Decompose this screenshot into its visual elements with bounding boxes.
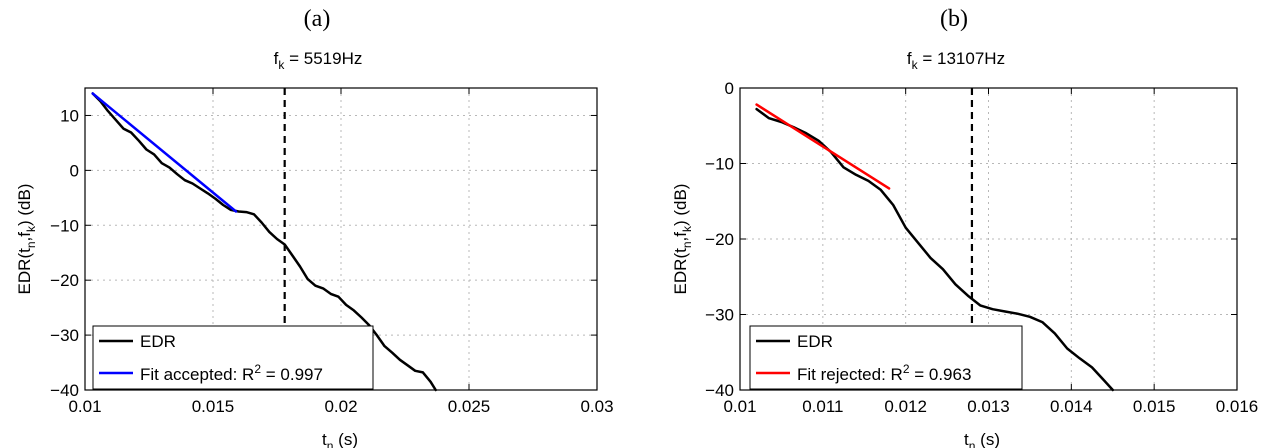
chart-title-b: fk = 13107Hz [907, 49, 1005, 72]
series-line-edr [755, 107, 1115, 392]
x-axis-label-a: tn (s) [322, 430, 358, 448]
y-tick-label: −10 [705, 155, 734, 174]
legend-label-edr-a: EDR [140, 332, 176, 351]
series-line-fit [91, 92, 238, 213]
x-tick-label: 0.015 [1133, 397, 1176, 416]
legend-label-edr-b: EDR [797, 332, 833, 351]
grid-b [740, 88, 1237, 390]
y-axis-label-a: EDR(tn,fk) (dB) [15, 184, 38, 295]
y-tick-label: −20 [705, 230, 734, 249]
legend-label-fit-b: Fit rejected: R2 = 0.963 [797, 362, 971, 384]
chart-title-a: fk = 5519Hz [274, 49, 363, 72]
series-group-a [91, 92, 437, 392]
y-tick-label: −30 [705, 306, 734, 325]
legend-a: EDR Fit accepted: R2 = 0.997 [92, 325, 374, 390]
series-line-fit [755, 103, 891, 190]
x-tick-label: 0.012 [884, 397, 927, 416]
series-group-b [755, 103, 1115, 392]
x-tick-label: 0.01 [68, 397, 101, 416]
y-tick-label: −10 [50, 216, 79, 235]
legend-box-b [749, 325, 1023, 390]
legend-b: EDR Fit rejected: R2 = 0.963 [749, 325, 1023, 390]
ticks-b: 0.01 0.011 0.012 0.013 0.014 0.015 0.016 −40 −30… [705, 79, 1258, 416]
y-axis-label-b: EDR(tn,fk) (dB) [671, 184, 694, 295]
x-tick-label: 0.015 [192, 397, 235, 416]
x-tick-label: 0.03 [580, 397, 613, 416]
x-axis-label-b: tn (s) [964, 430, 1000, 448]
panel-label-b: (b) [940, 6, 968, 32]
y-tick-label: −30 [50, 326, 79, 345]
y-tick-label: −40 [705, 381, 734, 400]
legend-label-fit-a: Fit accepted: R2 = 0.997 [140, 362, 323, 384]
series-line-edr [91, 92, 437, 392]
ticks-a: 0.01 0.015 0.02 0.025 0.03 −40 −30 −20 −10 0 10 [50, 88, 614, 416]
panel-label-a: (a) [304, 6, 331, 32]
x-tick-label: 0.013 [967, 397, 1010, 416]
x-tick-label: 0.016 [1216, 397, 1259, 416]
x-tick-label: 0.01 [723, 397, 756, 416]
x-tick-label: 0.025 [448, 397, 491, 416]
x-tick-label: 0.014 [1050, 397, 1093, 416]
x-tick-label: 0.02 [324, 397, 357, 416]
chart-panel-b: (b) fk = 13107Hz 0.01 0.011 0.012 0.013 0.01… [671, 6, 1258, 448]
legend-box-a [92, 325, 374, 390]
y-tick-label: 0 [725, 79, 734, 98]
x-tick-label: 0.011 [802, 397, 843, 416]
y-tick-label: −40 [50, 381, 79, 400]
chart-panel-a: (a) fk = 5519Hz 0.01 0.015 0.02 0.025 0.03 −4… [15, 6, 614, 448]
y-tick-label: 0 [70, 161, 79, 180]
y-tick-label: 10 [60, 106, 79, 125]
y-tick-label: −20 [50, 271, 79, 290]
